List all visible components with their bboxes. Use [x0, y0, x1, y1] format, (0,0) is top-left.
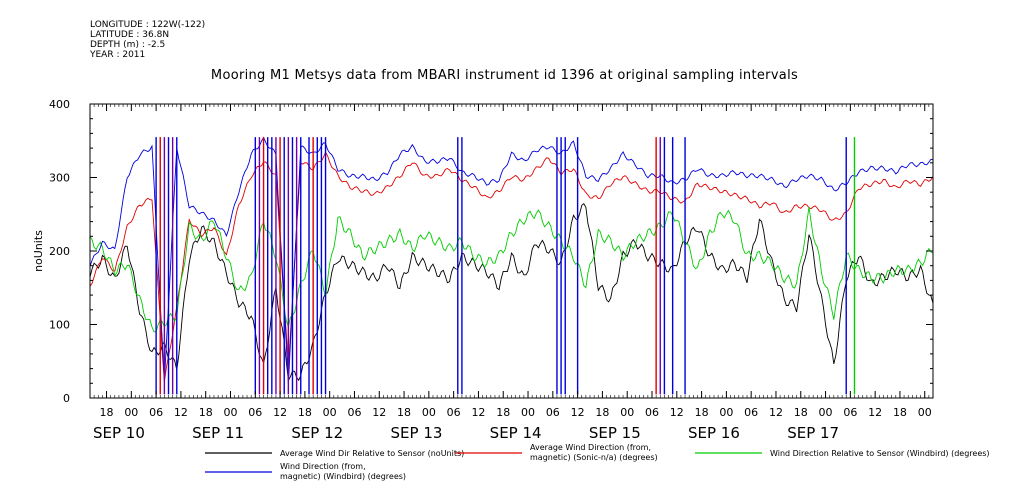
x-tick-label: 06	[843, 406, 857, 419]
x-tick-label: 06	[744, 406, 758, 419]
y-tick-label: 200	[49, 245, 70, 258]
x-tick-label: 00	[323, 406, 337, 419]
x-tick-label: 06	[149, 406, 163, 419]
x-tick-label: 06	[347, 406, 361, 419]
date-label: SEP 17	[787, 424, 839, 442]
series-line	[89, 206, 934, 333]
date-label: SEP 16	[688, 424, 740, 442]
x-tick-label: 12	[868, 406, 882, 419]
legend-label: Average Wind Dir Relative to Sensor (noU…	[280, 449, 464, 458]
x-tick-label: 18	[695, 406, 709, 419]
series-line	[89, 136, 934, 385]
x-tick-label: 00	[719, 406, 733, 419]
x-tick-label: 12	[769, 406, 783, 419]
series-line	[89, 151, 934, 382]
x-tick-label: 00	[422, 406, 436, 419]
x-tick-label: 12	[670, 406, 684, 419]
y-tick-label: 400	[49, 98, 70, 111]
y-tick-label: 0	[63, 392, 70, 405]
date-label: SEP 12	[291, 424, 343, 442]
x-tick-label: 12	[273, 406, 287, 419]
x-tick-label: 00	[521, 406, 535, 419]
x-tick-label: 06	[645, 406, 659, 419]
y-axis-label: noUnits	[32, 230, 45, 272]
series-line	[89, 203, 934, 382]
x-tick-label: 18	[794, 406, 808, 419]
x-tick-label: 00	[224, 406, 238, 419]
legend-label: Wind Direction Relative to Sensor (Windb…	[770, 449, 990, 458]
date-label: SEP 15	[589, 424, 641, 442]
date-label: SEP 13	[391, 424, 443, 442]
plot-area	[89, 136, 934, 395]
x-tick-label: 18	[298, 406, 312, 419]
legend-label: Wind Direction (from,	[280, 462, 366, 471]
chart-title: Mooring M1 Metsys data from MBARI instru…	[210, 68, 799, 83]
x-tick-label: 12	[571, 406, 585, 419]
legend-label-line2: magnetic) (Windbird) (degrees)	[280, 472, 406, 481]
x-tick-label: 12	[174, 406, 188, 419]
x-tick-label: 00	[124, 406, 138, 419]
x-tick-label: 06	[546, 406, 560, 419]
x-tick-label: 18	[397, 406, 411, 419]
date-label: SEP 11	[192, 424, 244, 442]
x-tick-label: 00	[819, 406, 833, 419]
legend: Average Wind Dir Relative to Sensor (noU…	[205, 443, 990, 481]
x-tick-label: 06	[447, 406, 461, 419]
x-tick-label: 06	[248, 406, 262, 419]
x-tick-label: 18	[893, 406, 907, 419]
x-tick-label: 00	[620, 406, 634, 419]
y-tick-label: 300	[49, 172, 70, 185]
legend-label-line2: magnetic) (Sonic-n/a) (degrees)	[530, 453, 658, 462]
legend-label: Average Wind Direction (from,	[530, 443, 651, 452]
x-tick-label: 12	[372, 406, 386, 419]
x-tick-label: 12	[471, 406, 485, 419]
x-tick-label: 18	[199, 406, 213, 419]
longitude-text: LONGITUDE : 122W(-122)	[90, 20, 206, 30]
date-label: SEP 14	[490, 424, 542, 442]
x-tick-label: 00	[918, 406, 932, 419]
x-tick-label: 18	[496, 406, 510, 419]
latitude-text: LATITUDE : 36.8N	[90, 30, 170, 40]
depth-text: DEPTH (m) : -2.5	[90, 40, 166, 50]
axes: 18 00 06 12 18 00 06 12 18 00 06 12 18 00 06 12 18 00 06 12…	[32, 98, 934, 442]
year-text: YEAR : 2011	[90, 50, 146, 60]
metadata-block: LONGITUDE : 122W(-122) LATITUDE : 36.8N …	[90, 20, 205, 60]
y-tick-label: 100	[49, 319, 70, 332]
x-tick-label: 18	[100, 406, 114, 419]
x-tick-label: 18	[595, 406, 609, 419]
date-label: SEP 10	[93, 424, 145, 442]
